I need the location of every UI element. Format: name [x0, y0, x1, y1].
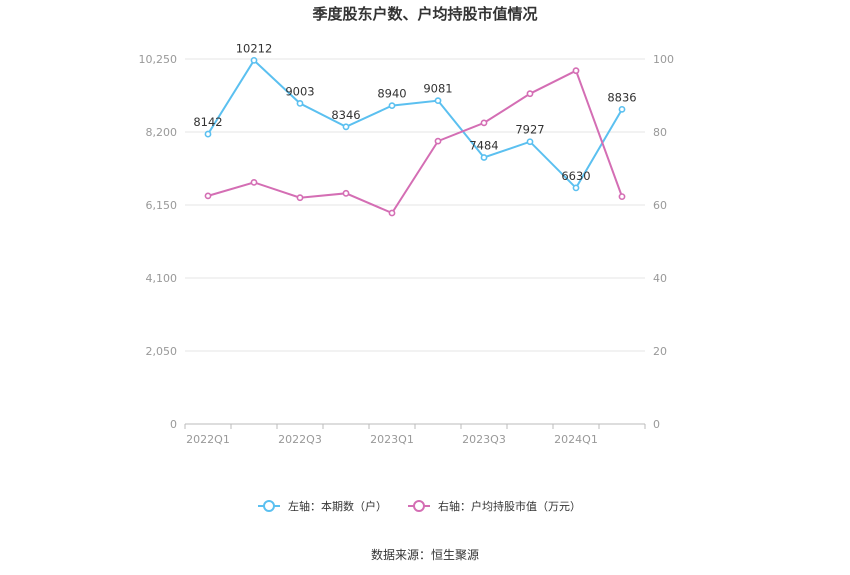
right-tick-label: 40 [653, 272, 667, 285]
left-tick-label: 10,250 [139, 53, 178, 66]
data-label: 8142 [193, 115, 222, 129]
x-tick-label: 2023Q1 [370, 433, 414, 446]
left-tick-label: 0 [170, 418, 177, 431]
x-tick-label: 2023Q3 [462, 433, 506, 446]
data-label: 8836 [607, 90, 636, 104]
right-tick-label: 0 [653, 418, 660, 431]
data-label: 9081 [423, 82, 452, 96]
legend-label: 左轴：本期数（户） [288, 499, 387, 513]
data-label: 8940 [377, 87, 406, 101]
left-axis-ticks: 0 2,050 4,100 6,150 8,200 10,250 [139, 53, 178, 431]
data-point[interactable] [434, 97, 442, 105]
data-labels: 8142 10212 9003 8346 8940 9081 7484 7927 6630 883… [193, 41, 636, 183]
x-axis-ticks: 2022Q1 2022Q3 2023Q1 2023Q3 2024Q1 [184, 424, 646, 446]
data-point[interactable] [526, 90, 534, 98]
data-label: 8346 [331, 108, 360, 122]
data-label: 7927 [515, 123, 544, 137]
series-line-1 [207, 58, 623, 190]
data-point[interactable] [388, 209, 396, 217]
data-point[interactable] [296, 194, 304, 202]
data-point[interactable] [296, 100, 304, 107]
left-tick-label: 8,200 [146, 126, 178, 139]
data-point[interactable] [480, 119, 488, 127]
left-tick-label: 2,050 [146, 345, 178, 358]
data-point[interactable] [572, 184, 580, 192]
data-point[interactable] [342, 123, 350, 131]
legend[interactable]: 左轴：本期数（户） 右轴：户均持股市值（万元） [258, 499, 581, 513]
data-point[interactable] [204, 192, 212, 200]
data-point[interactable] [204, 130, 212, 138]
data-label: 9003 [285, 84, 314, 98]
data-point[interactable] [342, 189, 350, 197]
right-axis-ticks: 0 20 40 60 80 100 [653, 53, 674, 431]
source-note: 数据来源：恒生聚源 [371, 547, 479, 562]
legend-marker [413, 500, 425, 512]
chart-title: 季度股东户数、户均持股市值情况 [312, 5, 537, 23]
right-tick-label: 60 [653, 199, 667, 212]
data-point[interactable] [250, 56, 258, 64]
legend-item-1[interactable]: 左轴：本期数（户） [258, 499, 387, 513]
right-tick-label: 80 [653, 126, 667, 139]
legend-label: 右轴：户均持股市值（万元） [438, 499, 581, 513]
x-tick-label: 2022Q1 [186, 433, 230, 446]
series-line-2 [207, 69, 623, 215]
left-tick-label: 4,100 [146, 272, 178, 285]
data-label: 10212 [236, 41, 273, 55]
data-label: 6630 [561, 169, 590, 183]
data-point[interactable] [572, 67, 580, 75]
data-point[interactable] [526, 138, 534, 146]
data-point[interactable] [618, 193, 626, 201]
right-tick-label: 20 [653, 345, 667, 358]
legend-marker [263, 500, 275, 512]
data-point[interactable] [434, 137, 442, 145]
left-tick-label: 6,150 [146, 199, 178, 212]
data-label: 7484 [469, 138, 498, 152]
grid-lines [185, 58, 645, 425]
x-tick-label: 2024Q1 [554, 433, 598, 446]
data-point[interactable] [480, 154, 488, 161]
series-layer [204, 56, 626, 217]
data-point[interactable] [618, 105, 626, 113]
data-point[interactable] [388, 102, 396, 110]
data-point[interactable] [250, 178, 258, 186]
x-tick-label: 2022Q3 [278, 433, 322, 446]
legend-item-2[interactable]: 右轴：户均持股市值（万元） [408, 499, 581, 513]
right-tick-label: 100 [653, 53, 674, 66]
